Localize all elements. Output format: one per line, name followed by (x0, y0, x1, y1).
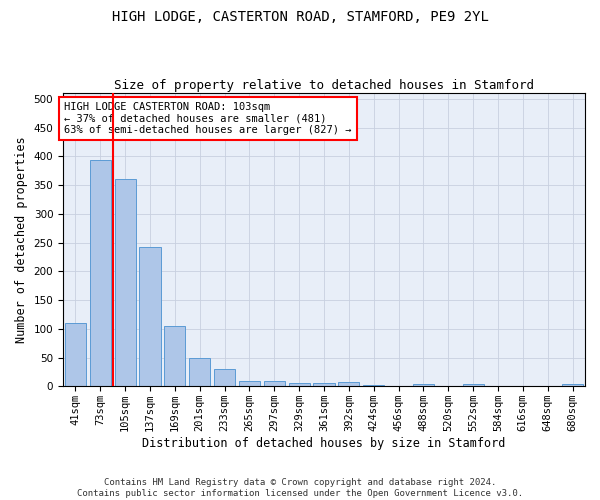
Bar (90, 160, 111, 386)
Bar (65, 323, 86, 386)
Bar (363, 384, 384, 386)
Y-axis label: Number of detached properties: Number of detached properties (15, 136, 28, 343)
X-axis label: Distribution of detached houses by size in Stamford: Distribution of detached houses by size … (142, 437, 506, 450)
Text: Contains HM Land Registry data © Crown copyright and database right 2024.
Contai: Contains HM Land Registry data © Crown c… (77, 478, 523, 498)
Bar (164, 326, 185, 386)
Text: HIGH LODGE, CASTERTON ROAD, STAMFORD, PE9 2YL: HIGH LODGE, CASTERTON ROAD, STAMFORD, PE… (112, 10, 488, 24)
Bar (313, 383, 335, 386)
Bar (139, 246, 161, 386)
Bar (189, 358, 210, 386)
Bar (115, 180, 136, 386)
Bar (413, 384, 434, 386)
Title: Size of property relative to detached houses in Stamford: Size of property relative to detached ho… (114, 79, 534, 92)
Bar (463, 384, 484, 386)
Bar (264, 381, 285, 386)
Bar (239, 380, 260, 386)
Bar (338, 382, 359, 386)
Bar (214, 369, 235, 386)
Text: HIGH LODGE CASTERTON ROAD: 103sqm
← 37% of detached houses are smaller (481)
63%: HIGH LODGE CASTERTON ROAD: 103sqm ← 37% … (64, 102, 352, 135)
Bar (562, 384, 583, 386)
Bar (289, 383, 310, 386)
